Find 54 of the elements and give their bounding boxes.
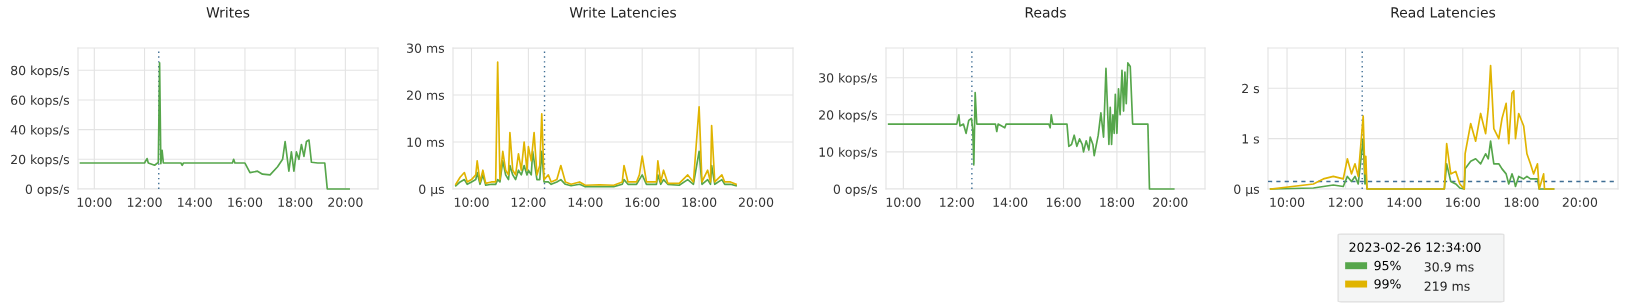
y-tick-label: 0 µs <box>419 184 445 197</box>
chart-title: Reads <box>1025 6 1066 18</box>
y-tick-label: 0 ops/s <box>833 184 878 197</box>
line-series <box>455 150 737 188</box>
y-tick-label: 30 kops/s <box>819 72 878 86</box>
x-tick-label: 20:00 <box>738 197 774 208</box>
x-tick-label: 20:00 <box>1153 197 1188 208</box>
y-tick-label: 1 s <box>1242 134 1260 144</box>
x-tick-label: 16:00 <box>625 197 660 208</box>
legend-label: 99% <box>1374 279 1401 289</box>
x-tick-label: 16:00 <box>1046 197 1081 208</box>
y-tick-label: 2 s <box>1242 83 1260 94</box>
y-tick-label: 20 ms <box>407 90 445 100</box>
x-tick-label: 18:00 <box>278 197 313 208</box>
x-tick-label: 10:00 <box>1270 197 1305 208</box>
line-series <box>455 61 737 187</box>
y-tick-label: 0 ops/s <box>25 184 70 197</box>
y-tick-label: 20 kops/s <box>11 154 70 167</box>
y-tick-label: 60 kops/s <box>11 95 70 108</box>
x-tick-label: 20:00 <box>328 197 363 208</box>
x-tick-label: 10:00 <box>454 197 489 208</box>
x-tick-label: 14:00 <box>993 197 1028 208</box>
x-tick-label: 10:00 <box>77 197 112 208</box>
line-series <box>887 62 1175 190</box>
x-tick-label: 12:00 <box>940 197 974 208</box>
chart-title: Writes <box>206 6 250 18</box>
y-tick-label: 40 kops/s <box>10 124 70 137</box>
y-tick-label: 10 ms <box>407 137 445 147</box>
chart-title: Write Latencies <box>569 6 677 18</box>
x-tick-label: 14:00 <box>1387 197 1422 208</box>
y-tick-label: 80 kops/s <box>11 65 70 78</box>
x-tick-label: 18:00 <box>682 197 717 208</box>
chart-title: Read Latencies <box>1391 6 1496 18</box>
x-tick-label: 14:00 <box>568 197 603 208</box>
x-tick-label: 18:00 <box>1100 197 1135 208</box>
text: 219 ms <box>1424 281 1470 291</box>
x-tick-label: 12:00 <box>1328 197 1363 208</box>
x-tick-label: 20:00 <box>1562 197 1598 208</box>
text: 30.9 ms <box>1424 262 1474 272</box>
line-series <box>1269 64 1555 190</box>
y-tick-label: 20 kops/s <box>819 110 878 123</box>
x-tick-label: 12:00 <box>127 197 162 208</box>
y-tick-label: 0 µs <box>1234 184 1260 197</box>
legend-label: 95% <box>1374 260 1401 271</box>
x-tick-label: 16:00 <box>228 197 263 208</box>
line-series <box>79 62 350 190</box>
y-tick-label: 30 ms <box>407 43 445 53</box>
legend-title: 2023-02-26 12:34:00 <box>1349 242 1481 252</box>
x-tick-label: 10:00 <box>886 197 921 208</box>
x-tick-label: 14:00 <box>178 197 212 208</box>
x-tick-label: 16:00 <box>1446 197 1480 208</box>
x-tick-label: 18:00 <box>1504 197 1539 208</box>
x-tick-label: 12:00 <box>511 197 546 208</box>
y-tick-label: 10 kops/s <box>819 147 878 160</box>
